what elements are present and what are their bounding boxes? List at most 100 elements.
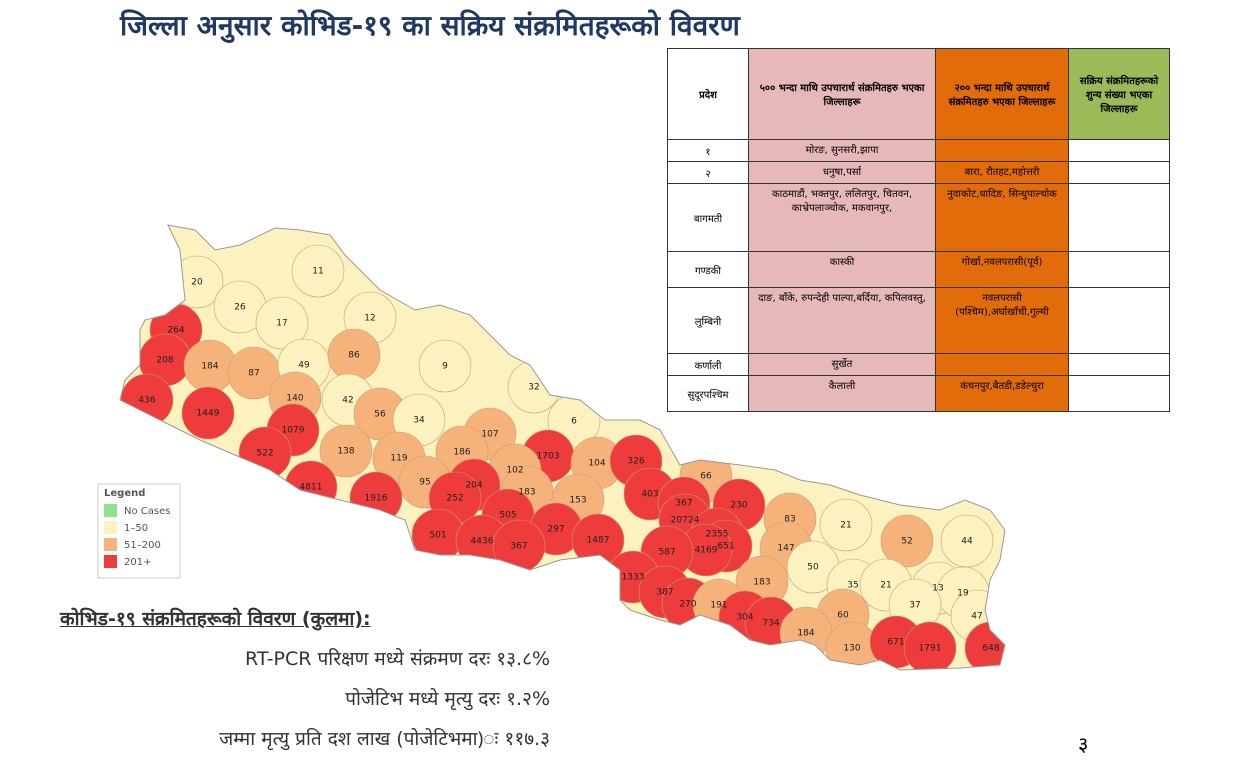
district-value: 387 [656, 588, 673, 598]
summary-line: जम्मा मृत्यु प्रति दश लाख (पोजेटिभमा)ः १… [219, 728, 550, 750]
district-value: 367 [675, 499, 692, 509]
district-value: 186 [453, 448, 470, 458]
district-value: 1333 [622, 573, 645, 583]
summary: कोभिड-१९ संक्रमितहरूको विवरण (कुलमा): RT-… [60, 605, 550, 765]
district-value: 20724 [671, 516, 700, 526]
district-value: 60 [837, 611, 849, 621]
district-value: 1791 [919, 644, 942, 654]
district-value: 270 [679, 600, 696, 610]
table-cell: बारा, रौतहट,महोत्तरी [935, 161, 1069, 184]
district-value: 107 [481, 430, 498, 440]
table-cell [1068, 161, 1170, 184]
table-row: गण्डकी कास्की गोर्खा,नवलपरासी(पूर्व) [667, 251, 1170, 288]
table-cell: कैलाली [748, 375, 936, 412]
table-cell: धनुषा,पर्सा [748, 161, 936, 184]
table-cell: २ [667, 161, 749, 184]
district-value: 87 [248, 369, 259, 379]
table-row: २ धनुषा,पर्सा बारा, रौतहट,महोत्तरी [667, 161, 1170, 184]
district-value: 204 [465, 481, 482, 491]
district-value: 6 [571, 417, 577, 427]
district-value: 56 [374, 410, 386, 420]
district-value: 367 [510, 542, 527, 552]
table-cell: गण्डकी [667, 251, 749, 288]
district-area [255, 296, 309, 350]
district-value: 119 [390, 454, 407, 464]
district-value: 297 [547, 525, 564, 535]
table-cell [935, 139, 1069, 162]
district-value: 138 [337, 447, 354, 457]
table-cell: गोर्खा,नवलपरासी(पूर्व) [935, 251, 1069, 288]
table-row: कर्णाली सुर्खेत [667, 353, 1170, 376]
legend-swatch [104, 538, 117, 551]
district-value: 208 [156, 356, 173, 366]
table: प्रदेश ५०० भन्दा माथि उपचारार्थ संक्रमितह… [667, 48, 1170, 412]
district-value: 671 [887, 638, 904, 648]
district-value: 50 [807, 563, 819, 573]
district-value: 147 [777, 544, 794, 554]
district-value: 140 [286, 394, 303, 404]
table-cell [1068, 353, 1170, 376]
table-cell: मोरङ, सुनसरी,झापा [748, 139, 936, 162]
district-value: 183 [518, 488, 535, 498]
legend-swatch [104, 555, 117, 568]
district-value: 648 [982, 644, 999, 654]
table-header: २०० भन्दा माथि उपचारार्थ संक्रमितहरु भएक… [935, 48, 1069, 140]
table-cell [1068, 183, 1170, 252]
district-value: 21 [880, 581, 891, 591]
district-area [418, 339, 472, 393]
district-value: 83 [784, 515, 795, 525]
district-value: 35 [847, 581, 858, 591]
district-value: 47 [971, 612, 982, 622]
table-header: ५०० भन्दा माथि उपचारार्थ संक्रमितहरु भएक… [748, 48, 936, 140]
district-value: 1916 [365, 494, 388, 504]
legend-label: 201+ [124, 557, 151, 568]
district-area [903, 621, 957, 670]
district-value: 21 [840, 521, 851, 531]
district-value: 26 [234, 303, 246, 313]
district-value: 130 [843, 644, 860, 654]
district-value: 37 [909, 601, 920, 611]
district-value: 4436 [471, 537, 494, 547]
district-value: 505 [499, 511, 516, 521]
district-area [319, 424, 373, 478]
district-value: 32 [528, 383, 539, 393]
district-value: 522 [256, 449, 273, 459]
district-value: 86 [348, 351, 360, 361]
district-area [940, 514, 994, 568]
table-header: प्रदेश [667, 48, 749, 140]
district-value: 66 [700, 472, 712, 482]
district-value: 95 [419, 478, 430, 488]
district-value: 403 [641, 490, 658, 500]
table-cell: दाङ, बाँके, रुपन्देही पाल्पा,बर्दिया, कप… [748, 287, 936, 354]
table-cell: कंचनपुर,बैतडी,डडेल्धुरा [935, 375, 1069, 412]
title: जिल्ला अनुसार कोभिड-१९ का सक्रिय संक्रमि… [120, 9, 740, 42]
table-cell: कर्णाली [667, 353, 749, 376]
district-value: 4169 [695, 546, 718, 556]
district-value: 17 [276, 319, 287, 329]
table-cell: नवलपरासी (पश्चिम),अर्घाखाँची,गुल्मी [935, 287, 1069, 354]
district-value: 587 [658, 548, 675, 558]
table-cell: काठमाडौं, भक्तपुर, ललितपुर, चितवन, काभ्र… [748, 183, 936, 252]
district-value: 501 [429, 531, 446, 541]
table-cell: बागमती [667, 183, 749, 252]
district-value: 326 [627, 457, 644, 467]
table-cell [1068, 375, 1170, 412]
table-cell: १ [667, 139, 749, 162]
district-value: 264 [167, 326, 184, 336]
legend-swatch [104, 521, 117, 534]
district-value: 304 [736, 613, 753, 623]
district-value: 12 [364, 314, 375, 324]
table-cell [935, 353, 1069, 376]
table-cell: सुदूरपश्चिम [667, 375, 749, 412]
table-cell: नुवाकोट,धादिङ, सिन्धुपाल्चोक [935, 183, 1069, 252]
table-row: सुदूरपश्चिम कैलाली कंचनपुर,बैतडी,डडेल्धुरा [667, 375, 1170, 412]
district-value: 42 [342, 396, 353, 406]
district-area [181, 386, 235, 440]
table-cell: लुम्बिनी [667, 287, 749, 354]
district-value: 13 [932, 584, 943, 594]
district-value: 184 [797, 629, 814, 639]
table-cell [1068, 251, 1170, 288]
legend-title: Legend [104, 488, 145, 499]
district-value: 102 [506, 466, 523, 476]
